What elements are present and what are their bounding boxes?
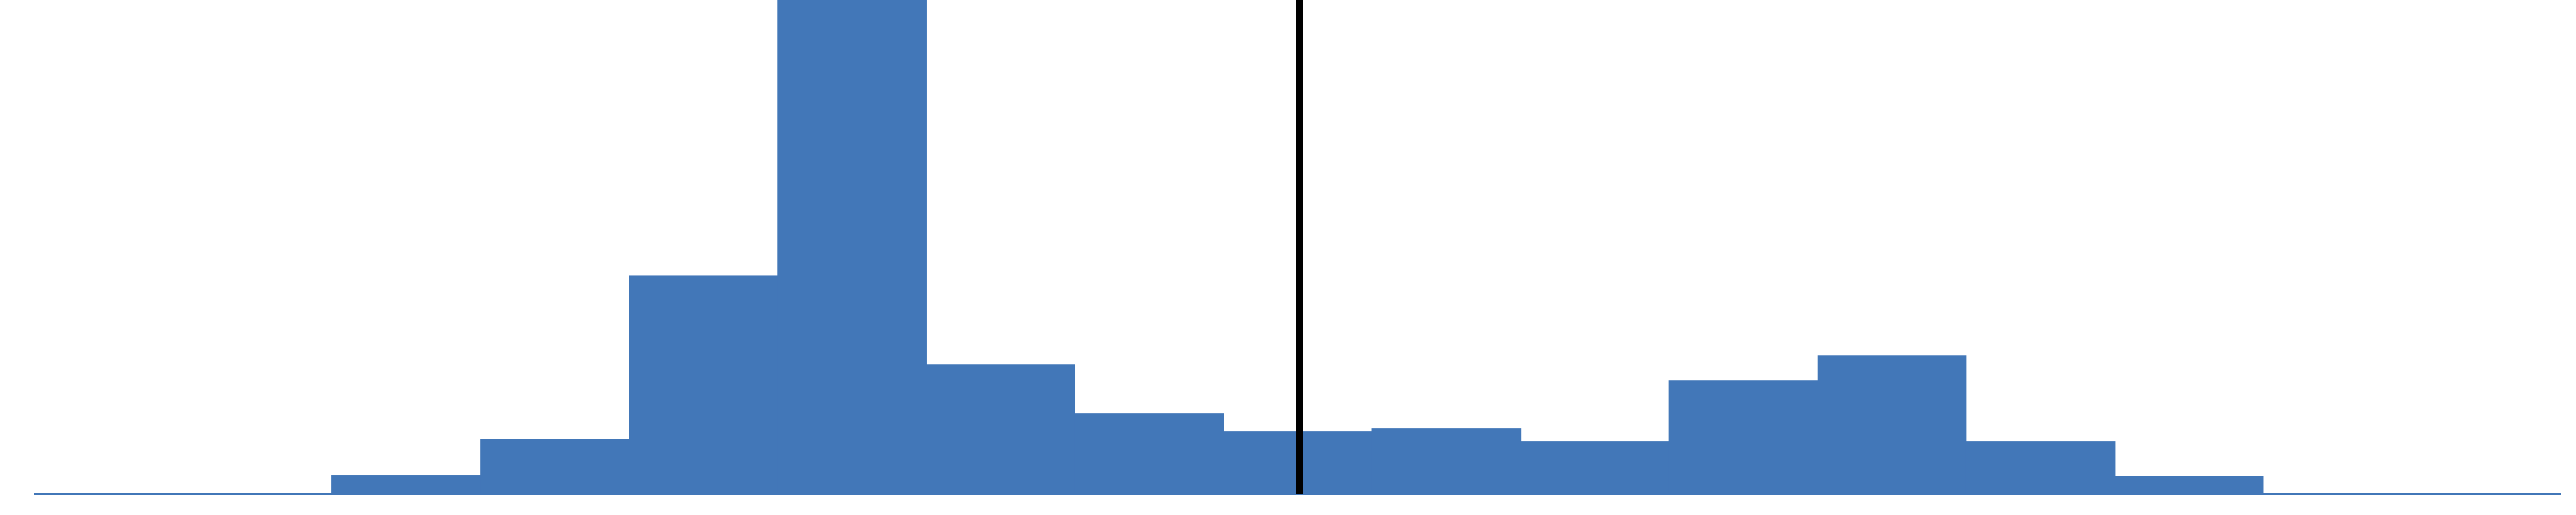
histogram-bar [777, 0, 927, 494]
histogram-bar [1965, 441, 2116, 494]
histogram-bar [926, 364, 1076, 494]
histogram-bars [34, 0, 2561, 494]
histogram-bar [1520, 441, 1670, 494]
histogram-bar [480, 439, 629, 494]
histogram-bar [331, 475, 481, 494]
histogram-bar [1074, 413, 1224, 494]
histogram-bar [1668, 380, 1819, 494]
histogram-bar [1371, 428, 1522, 494]
histogram-bar [2114, 476, 2264, 494]
histogram-bar [629, 275, 778, 494]
histogram-bar [1817, 355, 1967, 494]
